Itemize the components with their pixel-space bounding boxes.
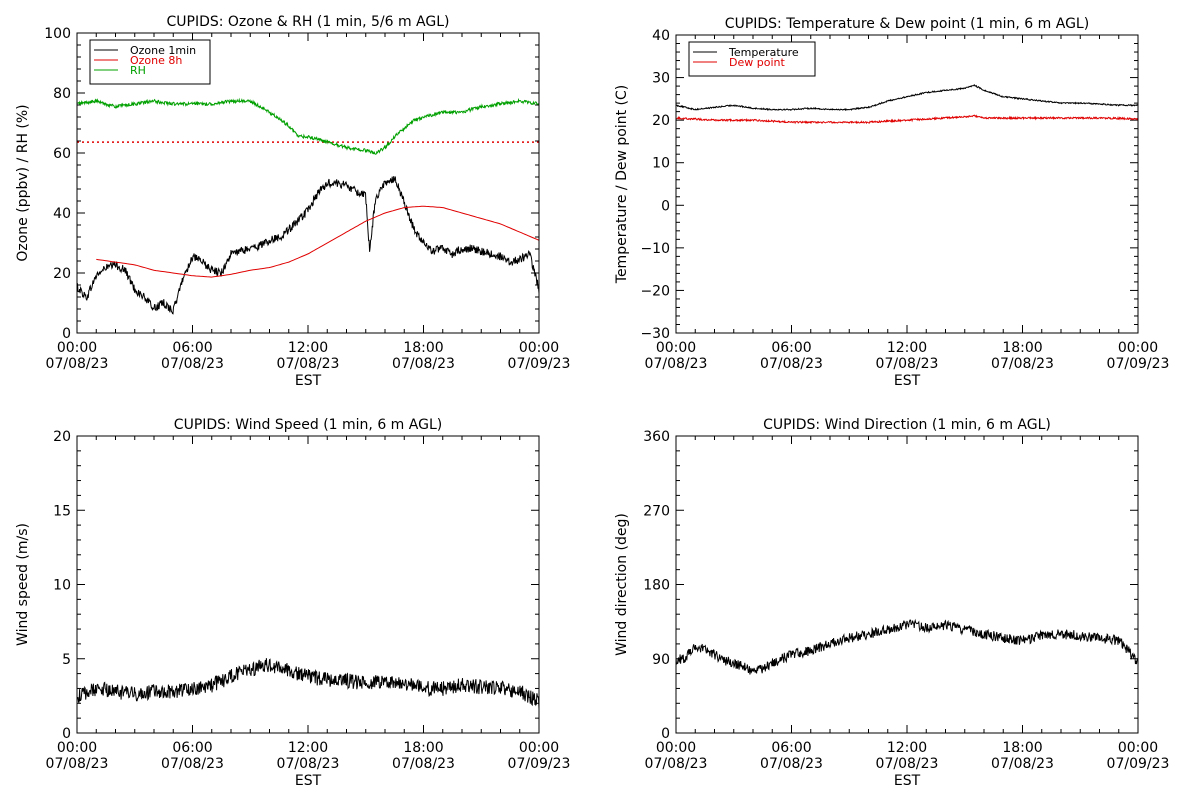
y-tick-label: 360	[643, 429, 670, 445]
y-tick-label: 0	[62, 326, 71, 342]
chart-wind-dir: CUPIDS: Wind Direction (1 min, 6 m AGL) 0…	[614, 417, 1169, 789]
x-tick-label-time: 00:00	[519, 740, 559, 756]
x-tick-label-time: 00:00	[656, 340, 696, 356]
series-rh	[77, 97, 539, 155]
y-tick-label: 40	[652, 28, 670, 44]
y-tick-label: 0	[661, 198, 670, 214]
x-tick-label-date: 07/08/23	[392, 356, 455, 372]
x-tick-label-date: 07/09/23	[508, 356, 571, 372]
x-tick-label-date: 07/09/23	[508, 756, 571, 772]
x-tick-label-date: 07/08/23	[760, 756, 823, 772]
y-tick-label: 20	[53, 266, 71, 282]
x-tick-label-time: 12:00	[887, 340, 927, 356]
legend-label: Ozone 8h	[130, 54, 182, 67]
x-tick-label-time: 12:00	[288, 340, 328, 356]
chart-wind-speed: CUPIDS: Wind Speed (1 min, 6 m AGL) 0 5 10 1…	[15, 417, 570, 789]
chart-title: CUPIDS: Wind Speed (1 min, 6 m AGL)	[174, 417, 442, 433]
x-tick-label-date: 07/08/23	[991, 756, 1054, 772]
x-tick-label-time: 18:00	[403, 740, 443, 756]
x-tick-label-time: 18:00	[1002, 340, 1042, 356]
y-tick-label: 180	[643, 578, 670, 594]
x-tick-label-date: 07/09/23	[1107, 356, 1170, 372]
legend-label: RH	[130, 64, 146, 77]
series-wind-direction	[676, 618, 1138, 675]
y-axis-label: Wind speed (m/s)	[15, 523, 31, 646]
x-tick-label-time: 00:00	[1118, 740, 1158, 756]
legend-box	[89, 39, 211, 85]
y-tick-label: 15	[53, 503, 71, 519]
chart-title: CUPIDS: Ozone & RH (1 min, 5/6 m AGL)	[166, 14, 449, 30]
x-tick-label-time: 06:00	[172, 740, 212, 756]
y-tick-label: 20	[652, 113, 670, 129]
series-dew-point	[676, 114, 1138, 125]
chart-title: CUPIDS: Wind Direction (1 min, 6 m AGL)	[763, 417, 1051, 433]
legend-label: Dew point	[729, 56, 785, 69]
x-tick-label-time: 18:00	[403, 340, 443, 356]
x-tick-label-date: 07/08/23	[46, 756, 109, 772]
x-tick-label-time: 12:00	[288, 740, 328, 756]
x-tick-label-time: 12:00	[887, 740, 927, 756]
y-tick-label: −20	[640, 283, 670, 299]
plot-frame	[76, 435, 540, 734]
chart-title: CUPIDS: Temperature & Dew point (1 min, …	[725, 16, 1089, 32]
x-tick-label-time: 00:00	[656, 740, 696, 756]
x-tick-label-time: 00:00	[519, 340, 559, 356]
y-tick-label: 40	[53, 206, 71, 222]
legend-label: Ozone 1min	[130, 44, 196, 57]
y-tick-label: 60	[53, 146, 71, 162]
y-axis-label: Ozone (ppbv) / RH (%)	[15, 104, 31, 261]
y-axis-label: Wind direction (deg)	[614, 513, 630, 656]
x-tick-label-time: 06:00	[172, 340, 212, 356]
x-tick-label-date: 07/08/23	[645, 356, 708, 372]
chart-ozone-rh: CUPIDS: Ozone & RH (1 min, 5/6 m AGL) 0 20…	[15, 14, 570, 389]
x-tick-label-date: 07/08/23	[277, 356, 340, 372]
chart-temp-dew: CUPIDS: Temperature & Dew point (1 min, …	[614, 16, 1169, 389]
x-tick-label-time: 00:00	[57, 740, 97, 756]
x-axis-label: EST	[295, 373, 322, 389]
x-tick-label-date: 07/08/23	[277, 756, 340, 772]
y-tick-label: 30	[652, 71, 670, 87]
x-axis-label: EST	[894, 373, 921, 389]
y-tick-label: 80	[53, 86, 71, 102]
y-tick-label: 270	[643, 503, 670, 519]
x-tick-label-date: 07/08/23	[876, 756, 939, 772]
x-tick-label-date: 07/09/23	[1107, 756, 1170, 772]
y-axis-label: Temperature / Dew point (C)	[614, 85, 630, 284]
y-tick-label: 0	[661, 726, 670, 742]
x-tick-label-date: 07/08/23	[46, 356, 109, 372]
y-tick-label: 90	[652, 652, 670, 668]
x-tick-label-time: 00:00	[57, 340, 97, 356]
y-tick-label: −30	[640, 326, 670, 342]
x-tick-label-date: 07/08/23	[161, 756, 224, 772]
x-tick-label-date: 07/08/23	[760, 356, 823, 372]
plot-frame	[675, 34, 1139, 334]
x-tick-label-date: 07/08/23	[645, 756, 708, 772]
y-tick-label: 20	[53, 429, 71, 445]
y-tick-label: 10	[53, 578, 71, 594]
legend-label: Temperature	[728, 46, 799, 59]
series-temperature	[676, 83, 1138, 112]
x-axis-label: EST	[894, 773, 921, 789]
x-tick-label-time: 18:00	[1002, 740, 1042, 756]
x-tick-label-time: 06:00	[771, 740, 811, 756]
y-tick-label: 0	[62, 726, 71, 742]
x-tick-label-date: 07/08/23	[876, 356, 939, 372]
y-tick-label: −10	[640, 241, 670, 257]
y-tick-label: 10	[652, 156, 670, 172]
series-wind-speed	[77, 658, 539, 710]
x-axis-label: EST	[295, 773, 322, 789]
series-ozone-8h	[96, 205, 539, 278]
x-tick-label-date: 07/08/23	[161, 356, 224, 372]
series-ozone-1min	[77, 176, 539, 315]
y-tick-label: 5	[62, 652, 71, 668]
legend-box	[688, 41, 816, 77]
plot-frame	[675, 435, 1139, 734]
x-tick-label-time: 00:00	[1118, 340, 1158, 356]
x-tick-label-date: 07/08/23	[991, 356, 1054, 372]
y-tick-label: 100	[44, 26, 71, 42]
plot-frame	[76, 32, 540, 334]
x-tick-label-date: 07/08/23	[392, 756, 455, 772]
x-tick-label-time: 06:00	[771, 340, 811, 356]
